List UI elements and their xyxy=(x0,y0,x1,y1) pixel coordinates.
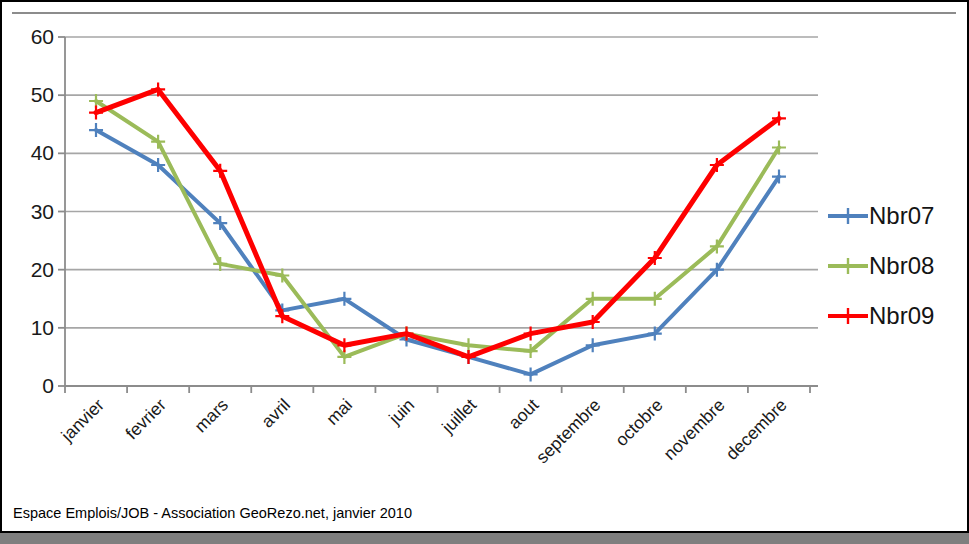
svg-text:10: 10 xyxy=(31,316,54,339)
line-chart: 0102030405060janvierfevriermarsavrilmaij… xyxy=(0,0,969,544)
series-nbr09 xyxy=(89,82,786,364)
svg-text:decembre: decembre xyxy=(722,395,791,464)
chart-legend: Nbr07 Nbr08 Nbr09 xyxy=(828,191,934,341)
legend-item-nbr08: Nbr08 xyxy=(828,241,934,291)
legend-label: Nbr07 xyxy=(869,202,934,230)
line-plus-marker-icon xyxy=(828,205,868,227)
svg-text:0: 0 xyxy=(42,374,54,397)
chart-caption: Espace Emplois/JOB - Association GeoRezo… xyxy=(13,505,412,521)
svg-text:janvier: janvier xyxy=(57,395,108,446)
svg-text:novembre: novembre xyxy=(660,395,729,464)
svg-text:fevrier: fevrier xyxy=(121,395,170,444)
svg-text:mars: mars xyxy=(190,395,232,437)
svg-text:mai: mai xyxy=(322,395,356,429)
svg-text:60: 60 xyxy=(31,25,54,48)
svg-text:30: 30 xyxy=(31,200,54,223)
legend-label: Nbr08 xyxy=(869,252,934,280)
legend-item-nbr07: Nbr07 xyxy=(828,191,934,241)
line-plus-marker-icon xyxy=(828,305,868,327)
bottom-gray-bar xyxy=(0,531,969,544)
svg-text:avril: avril xyxy=(257,395,294,432)
svg-text:50: 50 xyxy=(31,83,54,106)
x-axis-labels: janvier fevrier mars avril maijuin juillet aou… xyxy=(57,395,791,468)
svg-text:20: 20 xyxy=(31,258,54,281)
legend-item-nbr09: Nbr09 xyxy=(828,291,934,341)
y-axis-labels: 0 10 20 30 40 50 60 xyxy=(31,25,54,397)
svg-text:juin: juin xyxy=(384,395,418,429)
svg-text:octobre: octobre xyxy=(611,395,666,450)
svg-text:40: 40 xyxy=(31,141,54,164)
svg-text:septembre: septembre xyxy=(532,395,605,468)
legend-label: Nbr09 xyxy=(869,302,934,330)
svg-text:juillet: juillet xyxy=(437,395,480,438)
svg-text:aout: aout xyxy=(504,395,542,433)
line-plus-marker-icon xyxy=(828,255,868,277)
